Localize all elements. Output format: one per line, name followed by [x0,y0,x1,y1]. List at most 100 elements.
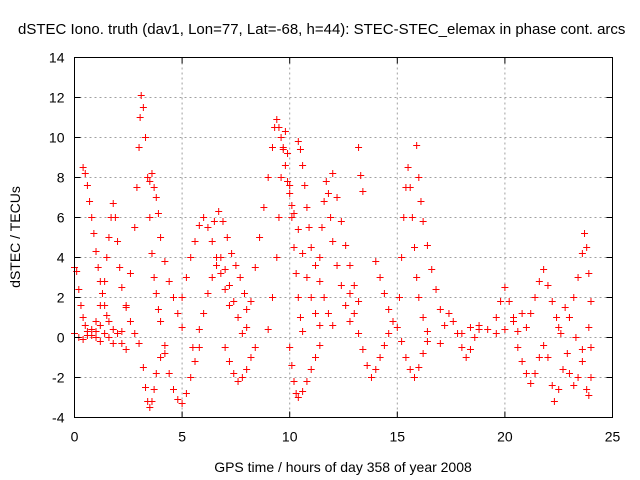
data-point [204,224,212,231]
data-point [316,342,324,349]
data-point [281,128,289,135]
data-point [292,270,300,277]
data-point [146,178,154,185]
data-point [118,328,126,335]
data-point [146,404,154,411]
data-point [213,262,221,269]
data-point [154,306,162,313]
data-point [96,338,104,345]
y-tick-label: 4 [57,250,65,266]
data-point [561,304,569,311]
data-point [355,298,363,305]
data-point [299,250,307,257]
data-point [81,170,89,177]
data-point [559,366,567,373]
data-point [337,282,345,289]
data-point [288,214,296,221]
data-point [157,354,165,361]
data-point [133,184,141,191]
data-point [329,170,337,177]
data-point [432,286,440,293]
data-point [555,324,563,331]
data-point [191,358,199,365]
data-point [324,310,332,317]
data-point [232,262,240,269]
data-point [572,334,580,341]
data-point [178,400,186,407]
y-tick-label: -2 [52,370,65,386]
data-point [109,340,117,347]
data-point [413,274,421,281]
data-point [423,242,431,249]
data-point [174,310,182,317]
data-point [79,164,87,171]
data-point [307,366,315,373]
data-point [208,274,216,281]
x-tick-label: 10 [282,429,298,445]
data-point [169,386,177,393]
data-point [359,188,367,195]
data-point [299,162,307,169]
y-tick-label: 8 [57,170,65,186]
data-point [292,390,300,397]
data-point [367,374,375,381]
data-point [109,326,117,333]
data-point [294,226,302,233]
data-point [329,238,337,245]
data-point [565,314,573,321]
data-point [243,324,251,331]
data-point [187,374,195,381]
x-tick-label: 0 [71,429,79,445]
data-point [395,294,403,301]
data-point [518,358,526,365]
data-point [178,324,186,331]
data-point [413,142,421,149]
data-point [415,364,423,371]
data-point [510,314,518,321]
data-point [83,332,91,339]
chart-title: dSTEC Iono. truth (dav1, Lon=77, Lat=-68… [18,21,625,38]
data-point [208,238,216,245]
data-point [225,302,233,309]
data-point [273,254,281,261]
data-point [135,340,143,347]
data-point [355,144,363,151]
data-point [318,224,326,231]
data-point [152,290,160,297]
data-point [380,342,388,349]
y-tick-label: 2 [57,290,65,306]
data-point [305,224,313,231]
data-point [174,396,182,403]
data-point [195,344,203,351]
data-point [501,326,509,333]
data-point [357,172,365,179]
data-point [585,270,593,277]
data-point [286,190,294,197]
data-point [238,330,246,337]
data-point [578,346,586,353]
data-point [303,274,311,281]
data-point [312,262,320,269]
data-point [150,274,158,281]
data-point [333,262,341,269]
data-point [139,364,147,371]
x-tick-label: 25 [605,429,621,445]
data-point [243,366,251,373]
data-point [88,214,96,221]
data-point [419,350,427,357]
data-point [79,336,87,343]
data-point [544,354,552,361]
data-point [553,314,561,321]
data-point [522,370,530,377]
data-point [88,326,96,333]
data-point [423,328,431,335]
data-point [585,324,593,331]
data-point [585,392,593,399]
data-point [200,214,208,221]
data-point [522,324,530,331]
data-point [376,354,384,361]
data-point [322,178,330,185]
data-point [83,182,91,189]
data-point [299,328,307,335]
